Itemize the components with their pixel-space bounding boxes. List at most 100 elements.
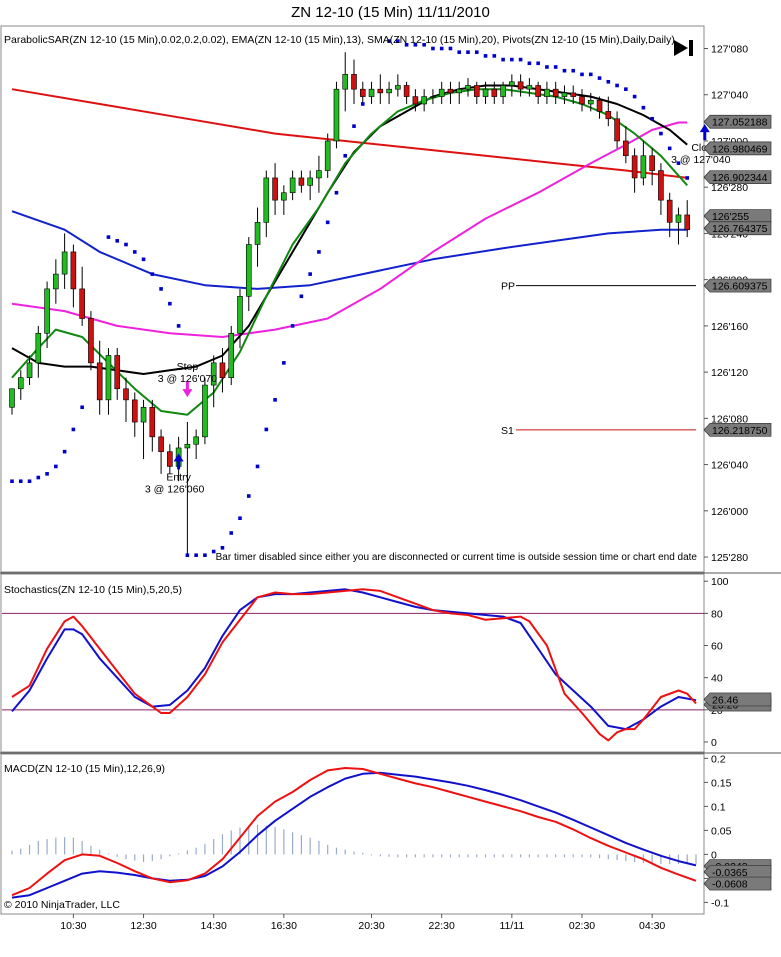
psar-dot: [45, 472, 49, 476]
psar-dot: [588, 72, 593, 77]
psar-dot: [457, 50, 462, 54]
candle-body: [149, 406, 156, 438]
price-value-tag-bg: [703, 422, 772, 437]
psar-dot: [483, 54, 488, 58]
psar-dot: [431, 46, 435, 51]
psar-dot: [141, 257, 146, 262]
price-value-tag-bg: [703, 209, 772, 223]
price-tick-label: 126'120: [711, 367, 748, 379]
candle-body: [368, 88, 375, 97]
price-tick-label: 126'040: [711, 460, 748, 472]
psar-dot: [115, 239, 120, 243]
price-value-tag-text: 126.609375: [712, 281, 768, 293]
candle-body: [456, 88, 463, 94]
price-value-tag: 126.218750: [703, 422, 772, 437]
psar-dot: [413, 42, 418, 47]
candle-body: [579, 96, 585, 105]
price-value-tags: 127.052188126.980469126.902344126'255126…: [703, 114, 772, 437]
psar-dot: [238, 516, 242, 521]
macd-value-tag-bg: [703, 865, 772, 879]
candle-body: [640, 155, 647, 179]
psar-dot: [632, 94, 637, 99]
candle-body: [587, 99, 594, 105]
candle-body: [342, 74, 349, 90]
candle-body: [289, 177, 296, 194]
price-value-tag: 126.764375: [703, 221, 772, 235]
candle-body: [473, 85, 480, 97]
candlesticks: [9, 52, 691, 556]
candle-body: [96, 362, 103, 401]
macd-indicator-label: MACD(ZN 12-10 (15 Min),12,26,9): [4, 763, 165, 775]
psar-dot: [282, 361, 286, 365]
psar-dot: [404, 42, 409, 47]
psar-dot: [27, 479, 32, 484]
price-indicator-label: ParabolicSAR(ZN 12-10 (15 Min),0.02,0.2,…: [4, 34, 675, 46]
trade-arrow: [699, 124, 710, 141]
psar-dot: [360, 102, 365, 106]
candle-body: [158, 436, 164, 452]
red-average-line: [11, 88, 688, 179]
sma-line: [11, 84, 688, 375]
skip-to-end-button[interactable]: [674, 40, 693, 56]
time-tick-label: 11/11: [499, 920, 524, 932]
psar-dot: [448, 46, 453, 51]
psar-dot: [308, 272, 312, 276]
stochastics-lines: [2, 588, 704, 742]
stochastics-indicator-label: Stochastics(ZN 12-10 (15 Min),5,20,5): [4, 584, 182, 596]
candle-body: [438, 88, 445, 97]
psar-dot: [676, 161, 681, 165]
candle-body: [219, 362, 226, 378]
psar-dot: [553, 65, 558, 69]
time-tick-label: 12:30: [130, 920, 156, 932]
candle-body: [447, 88, 454, 94]
price-value-tag-text: 126.902344: [712, 172, 768, 184]
macd-line: [11, 767, 697, 897]
stochastics-panel-frame: [0, 573, 705, 753]
candle-body: [114, 355, 121, 390]
stoch-tick-label: 60: [711, 641, 723, 653]
candle-body: [245, 244, 252, 297]
psar-dot: [527, 61, 532, 66]
parabolic-sar-dots: [10, 39, 690, 558]
candle-body: [614, 118, 620, 142]
stoch-tick-label: 0: [711, 737, 717, 749]
candle-body: [210, 362, 217, 386]
candle-body: [272, 177, 278, 201]
stoch-value-tag: 26.46: [703, 692, 772, 706]
psar-dot: [510, 57, 514, 62]
candle-body: [26, 362, 33, 378]
candle-body: [316, 170, 322, 179]
candle-body: [167, 451, 173, 467]
candle-body: [658, 170, 664, 201]
candle-body: [105, 355, 112, 401]
psar-dot: [80, 405, 84, 410]
trade-arrow: [182, 381, 193, 398]
candle-body: [79, 288, 85, 319]
candle-body: [202, 384, 208, 438]
psar-dot: [36, 475, 41, 480]
copyright: © 2010 NinjaTrader, LLC: [4, 899, 120, 911]
macd-lines: [11, 767, 697, 899]
candle-body: [605, 111, 612, 120]
candle-body: [395, 85, 401, 90]
psar-dot: [396, 39, 400, 43]
macd-avg-line: [11, 771, 697, 899]
stoch-tick-label: 80: [711, 608, 723, 620]
psar-dot: [124, 242, 128, 247]
candle-body: [9, 388, 15, 408]
price-tick-label: 126'080: [711, 413, 748, 425]
price-value-tag-bg: [703, 114, 772, 129]
psar-dot: [685, 176, 690, 180]
candle-body: [552, 88, 559, 97]
candle-body: [535, 85, 541, 97]
psar-dot: [168, 301, 172, 306]
moving-average-lines: [11, 84, 688, 416]
psar-dot: [62, 449, 67, 454]
psar-dot: [624, 87, 628, 91]
candle-body: [44, 288, 50, 334]
stochastics-y-axis: 020406080100: [704, 576, 729, 749]
macd-value-tag-text: -0.0365: [712, 867, 748, 879]
psar-dot: [264, 427, 269, 432]
